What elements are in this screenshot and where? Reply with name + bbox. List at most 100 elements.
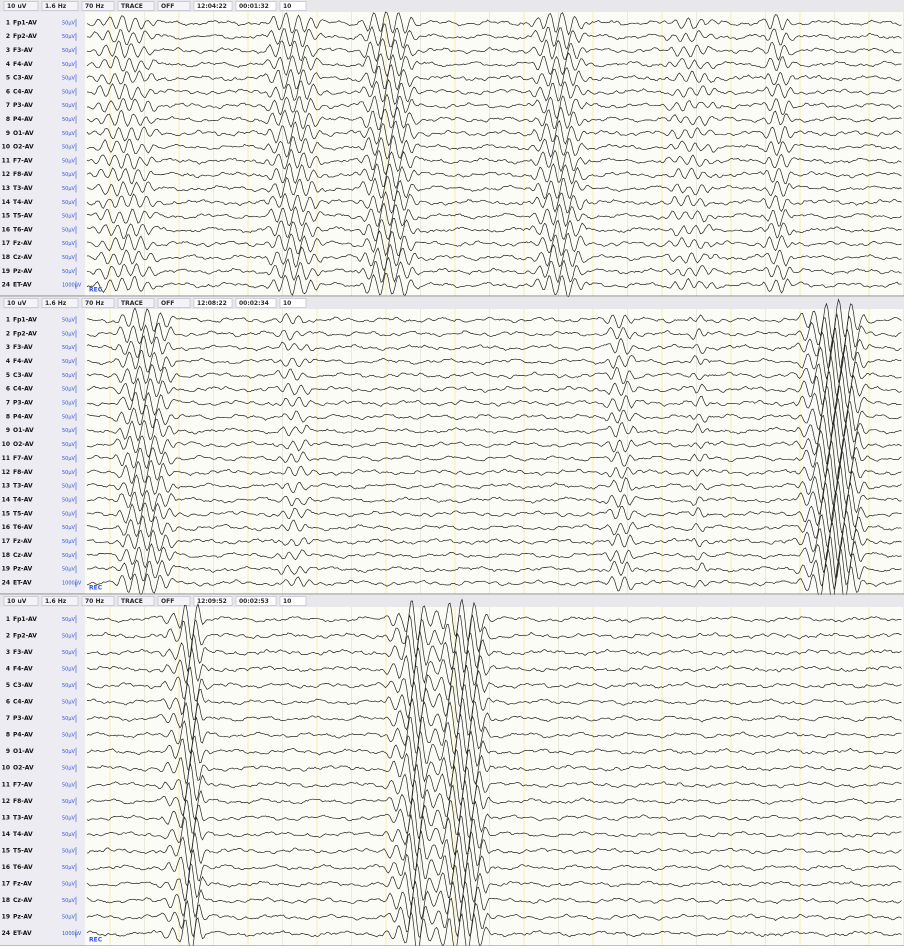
channel-label: T3-AV <box>13 185 33 192</box>
channel-label: ET-AV <box>13 580 32 587</box>
channel-number: 1 <box>6 316 10 323</box>
channel-scale: 50µV <box>62 832 76 838</box>
channel-scale: 50µV <box>62 525 76 531</box>
channel-number: 6 <box>6 88 10 95</box>
channel-scale: 50µV <box>62 76 76 82</box>
channel-number: 9 <box>6 427 10 434</box>
channel-scale: 50µV <box>62 716 76 722</box>
channel-scale: 50µV <box>62 186 76 192</box>
channel-label: F8-AV <box>13 469 33 476</box>
trace-area <box>85 607 904 946</box>
channel-scale: 1000µV <box>62 581 82 587</box>
toolbar-text: TRACE <box>121 300 143 307</box>
channel-label: T3-AV <box>13 814 33 821</box>
channel-label: T3-AV <box>13 483 33 490</box>
channel-scale: 50µV <box>62 401 76 407</box>
channel-number: 10 <box>2 144 10 151</box>
channel-label: Fp1-AV <box>13 316 37 323</box>
channel-number: 9 <box>6 748 10 755</box>
channel-label: Pz-AV <box>13 268 33 275</box>
channel-number: 16 <box>2 226 10 233</box>
channel-scale: 50µV <box>62 345 76 351</box>
channel-label: F8-AV <box>13 171 33 178</box>
channel-label: Fz-AV <box>13 881 32 888</box>
channel-number: 24 <box>2 930 10 937</box>
channel-number: 9 <box>6 130 10 137</box>
channel-scale: 1000µV <box>62 931 82 937</box>
channel-number: 4 <box>6 358 10 365</box>
channel-number: 7 <box>6 715 10 722</box>
channel-number: 7 <box>6 102 10 109</box>
page: {"panels": [ {"toolbar": {"sensitivity":… <box>0 0 904 946</box>
channel-number: 5 <box>6 372 10 379</box>
channel-label: O2-AV <box>13 765 34 772</box>
channel-label: T6-AV <box>13 864 33 871</box>
channel-scale: 50µV <box>62 331 76 337</box>
channel-number: 11 <box>2 157 10 164</box>
channel-label: P3-AV <box>13 102 33 109</box>
channel-number: 1 <box>6 616 10 623</box>
channel-number: 12 <box>2 171 10 178</box>
channel-label: T5-AV <box>13 510 33 517</box>
channel-number: 15 <box>2 510 10 517</box>
channel-label: T5-AV <box>13 213 33 220</box>
channel-scale: 50µV <box>62 470 76 476</box>
toolbar-text: 12:09:52 <box>197 598 227 605</box>
channel-scale: 50µV <box>62 683 76 689</box>
channel-scale: 50µV <box>62 34 76 40</box>
channel-number: 5 <box>6 682 10 689</box>
channel-label: P3-AV <box>13 400 33 407</box>
trace-area <box>85 12 904 296</box>
channel-number: 4 <box>6 665 10 672</box>
channel-label: Fp2-AV <box>13 33 37 40</box>
channel-number: 17 <box>2 240 10 247</box>
channel-label: Fp2-AV <box>13 330 37 337</box>
channel-scale: 50µV <box>62 269 76 275</box>
channel-number: 7 <box>6 400 10 407</box>
channel-number: 2 <box>6 330 10 337</box>
channel-label: Fz-AV <box>13 240 32 247</box>
channel-column <box>0 607 85 946</box>
channel-scale: 50µV <box>62 865 76 871</box>
toolbar-text: 10 uV <box>7 3 27 10</box>
channel-scale: 50µV <box>62 815 76 821</box>
channel-number: 24 <box>2 282 10 289</box>
toolbar-text: 10 <box>283 598 291 605</box>
channel-scale: 50µV <box>62 898 76 904</box>
channel-scale: 50µV <box>62 241 76 247</box>
toolbar-text: OFF <box>161 3 174 10</box>
channel-label: O2-AV <box>13 144 34 151</box>
channel-scale: 1000µV <box>62 283 82 289</box>
channel-scale: 50µV <box>62 650 76 656</box>
channel-scale: 50µV <box>62 567 76 573</box>
channel-label: F4-AV <box>13 358 33 365</box>
channel-number: 15 <box>2 847 10 854</box>
channel-number: 1 <box>6 19 10 26</box>
channel-scale: 50µV <box>62 414 76 420</box>
channel-scale: 50µV <box>62 145 76 151</box>
toolbar-text: 10 uV <box>7 300 27 307</box>
channel-number: 8 <box>6 116 10 123</box>
toolbar-text: 70 Hz <box>85 598 104 605</box>
channel-label: O2-AV <box>13 441 34 448</box>
channel-number: 19 <box>2 914 10 921</box>
channel-label: T6-AV <box>13 226 33 233</box>
channel-scale: 50µV <box>62 89 76 95</box>
channel-scale: 50µV <box>62 158 76 164</box>
toolbar-text: TRACE <box>121 598 143 605</box>
toolbar-text: 1.6 Hz <box>45 300 67 307</box>
channel-label: Cz-AV <box>13 552 33 559</box>
channel-label: C3-AV <box>13 372 33 379</box>
toolbar-text: 10 <box>283 3 291 10</box>
channel-number: 12 <box>2 798 10 805</box>
channel-scale: 50µV <box>62 214 76 220</box>
channel-label: P3-AV <box>13 715 33 722</box>
channel-label: F4-AV <box>13 665 33 672</box>
channel-number: 19 <box>2 566 10 573</box>
channel-number: 10 <box>2 765 10 772</box>
channel-scale: 50µV <box>62 484 76 490</box>
channel-label: T4-AV <box>13 496 33 503</box>
channel-label: T4-AV <box>13 831 33 838</box>
channel-number: 11 <box>2 781 10 788</box>
channel-number: 5 <box>6 75 10 82</box>
